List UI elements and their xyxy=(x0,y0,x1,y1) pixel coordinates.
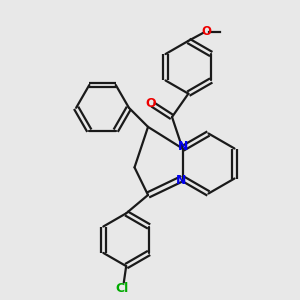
Text: N: N xyxy=(176,174,187,188)
Text: O: O xyxy=(201,26,212,38)
Text: O: O xyxy=(146,97,156,110)
Text: Cl: Cl xyxy=(116,281,129,295)
Text: N: N xyxy=(178,140,188,153)
